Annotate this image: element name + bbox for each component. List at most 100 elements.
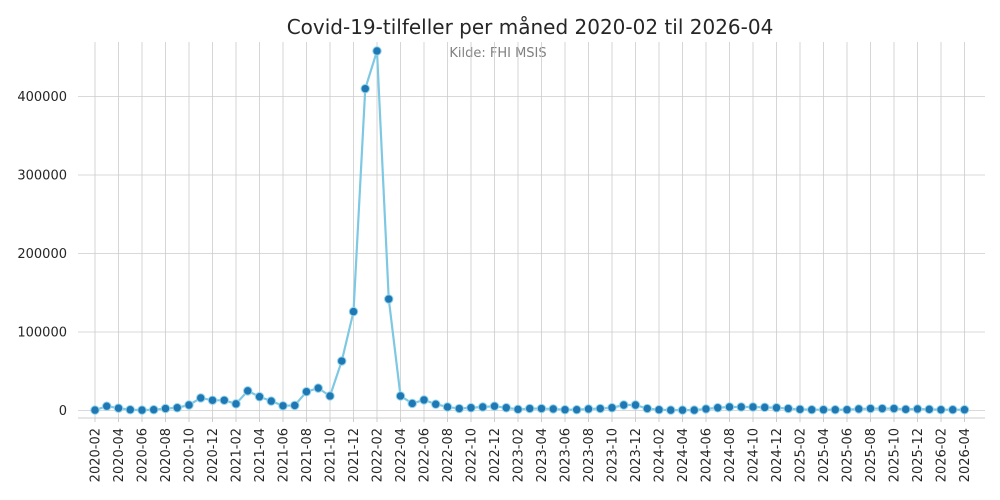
x-tick-label: 2021-04	[253, 428, 268, 482]
x-tick-label: 2025-12	[911, 428, 926, 482]
data-point	[548, 404, 558, 414]
data-point	[760, 402, 770, 413]
data-point	[372, 46, 382, 56]
data-point	[536, 403, 547, 414]
x-tick-label: 2023-12	[629, 428, 644, 482]
data-point	[395, 391, 406, 401]
data-point	[607, 403, 617, 413]
y-tick-label: 300000	[17, 169, 67, 184]
data-point	[102, 401, 112, 411]
data-point	[160, 403, 171, 414]
data-point	[325, 391, 335, 401]
data-point	[431, 399, 441, 409]
data-point	[196, 393, 206, 403]
y-tick-labels: 0 100000 200000 300000 400000	[17, 90, 67, 419]
data-point	[219, 395, 229, 405]
x-tick-label: 2025-04	[817, 428, 832, 482]
x-tick-label: 2025-02	[794, 428, 809, 482]
x-tick-label: 2020-04	[112, 428, 127, 482]
data-point	[149, 405, 159, 415]
data-point	[489, 401, 500, 411]
x-tick-label: 2021-12	[347, 428, 362, 482]
data-point	[113, 403, 124, 413]
data-point	[337, 356, 347, 366]
data-point	[125, 405, 135, 415]
data-point	[830, 405, 840, 415]
x-gridlines	[94, 42, 965, 422]
data-point	[677, 405, 688, 415]
data-point	[243, 386, 253, 396]
data-point	[701, 404, 711, 414]
x-tick-label: 2023-08	[582, 428, 597, 482]
data-point	[184, 400, 194, 410]
data-point	[807, 405, 817, 415]
data-point	[478, 402, 488, 412]
data-point	[630, 400, 641, 410]
data-point	[724, 402, 735, 412]
data-point	[877, 403, 887, 414]
data-point	[771, 403, 782, 413]
data-points	[90, 46, 970, 415]
series-line	[94, 49, 965, 412]
data-point	[901, 404, 911, 415]
data-point	[454, 403, 464, 414]
data-point	[783, 403, 793, 414]
x-tick-label: 2025-08	[864, 428, 879, 482]
data-point	[818, 405, 829, 415]
data-point	[231, 399, 241, 409]
data-point	[207, 395, 218, 405]
x-tick-label: 2020-10	[183, 428, 198, 482]
data-point	[384, 294, 394, 304]
data-point	[442, 402, 453, 412]
data-point	[501, 403, 511, 413]
data-point	[172, 403, 182, 413]
x-tick-label: 2026-02	[935, 428, 950, 482]
x-tick-label: 2022-08	[441, 428, 456, 482]
data-point	[290, 400, 300, 411]
data-point	[407, 398, 417, 409]
data-point	[266, 396, 276, 406]
x-tick-label: 2023-04	[535, 428, 550, 482]
x-tick-label: 2025-06	[841, 428, 856, 482]
x-tick-label: 2022-06	[418, 428, 433, 482]
x-tick-label: 2020-08	[159, 428, 174, 482]
data-point	[572, 405, 582, 415]
data-point	[278, 401, 288, 411]
data-point	[583, 404, 594, 414]
x-tick-label: 2024-10	[747, 428, 762, 482]
data-point	[313, 383, 323, 393]
x-tick-label: 2026-04	[958, 428, 973, 482]
data-point	[513, 404, 523, 415]
x-tick-label: 2022-12	[488, 428, 503, 482]
data-point	[959, 405, 970, 415]
x-tick-label: 2024-08	[723, 428, 738, 482]
data-point	[948, 405, 958, 415]
x-tick-label: 2024-04	[676, 428, 691, 482]
data-point	[595, 403, 605, 414]
y-tick-label: 400000	[17, 90, 67, 105]
y-tick-label: 100000	[17, 326, 67, 341]
x-tick-label: 2021-06	[277, 428, 292, 482]
x-tick-labels: 2020-02 2020-04 2020-06 2020-08 2020-10 2020-…	[89, 428, 974, 482]
data-point	[936, 405, 946, 415]
data-point	[748, 402, 758, 412]
x-tick-label: 2021-08	[300, 428, 315, 482]
x-tick-label: 2024-06	[700, 428, 715, 482]
x-tick-label: 2023-10	[606, 428, 621, 482]
data-point	[525, 403, 535, 414]
x-tick-label: 2020-06	[136, 428, 151, 482]
data-point	[689, 405, 699, 415]
x-tick-label: 2024-12	[770, 428, 785, 482]
data-point	[912, 404, 923, 414]
data-point	[795, 404, 805, 415]
data-point	[348, 306, 359, 317]
data-point	[924, 404, 934, 415]
x-tick-label: 2022-02	[371, 428, 386, 482]
data-point	[619, 400, 629, 410]
data-point	[254, 392, 265, 402]
data-point	[90, 405, 100, 415]
x-tick-label: 2020-02	[89, 428, 104, 482]
x-tick-label: 2020-12	[206, 428, 221, 482]
data-point	[301, 386, 312, 397]
